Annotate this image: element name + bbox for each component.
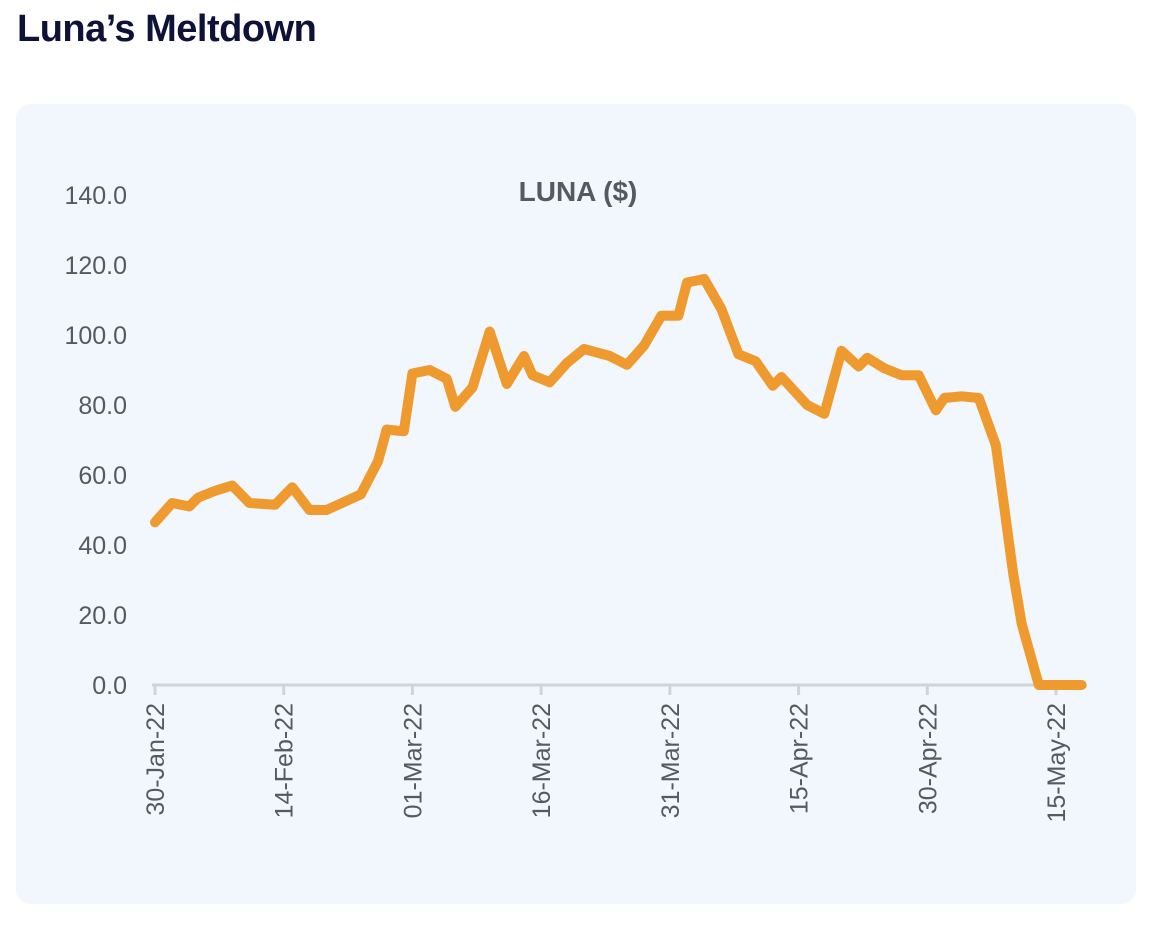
y-tick-label: 120.0 bbox=[64, 252, 127, 280]
y-tick-label: 80.0 bbox=[78, 392, 127, 420]
y-tick-label: 140.0 bbox=[64, 182, 127, 210]
x-tick-label: 30-Jan-22 bbox=[142, 703, 170, 816]
x-tick-label: 01-Mar-22 bbox=[399, 703, 427, 818]
y-axis: 0.0 20.0 40.0 60.0 80.0 100.0 120.0 140.0 bbox=[64, 182, 127, 700]
x-tick-label: 14-Feb-22 bbox=[271, 703, 299, 818]
x-axis: 30-Jan-22 14-Feb-22 01-Mar-22 16-Mar-22 31-M… bbox=[142, 685, 1071, 823]
y-tick-label: 20.0 bbox=[78, 602, 127, 630]
y-tick-label: 100.0 bbox=[64, 322, 127, 350]
x-tick-label: 31-Mar-22 bbox=[657, 703, 685, 818]
chart-title: LUNA ($) bbox=[519, 176, 638, 207]
x-tick-label: 30-Apr-22 bbox=[914, 703, 942, 814]
x-tick-label: 15-Apr-22 bbox=[786, 703, 814, 814]
series-line bbox=[150, 274, 1087, 690]
y-tick-label: 40.0 bbox=[78, 532, 127, 560]
x-tick-label: 15-May-22 bbox=[1043, 703, 1071, 823]
y-tick-label: 60.0 bbox=[78, 462, 127, 490]
x-tick-label: 16-Mar-22 bbox=[528, 703, 556, 818]
page-title: Luna’s Meltdown bbox=[17, 8, 317, 50]
chart-card bbox=[16, 104, 1136, 904]
y-tick-label: 0.0 bbox=[92, 672, 127, 700]
